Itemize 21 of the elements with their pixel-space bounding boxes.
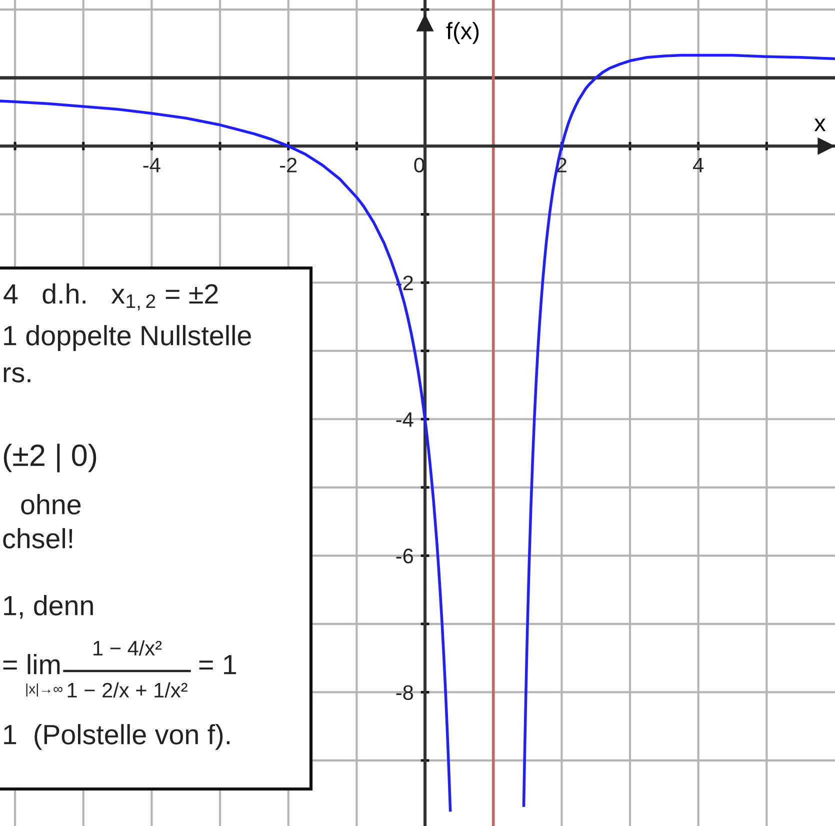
annotation: 1 − 2/x + 1/x² bbox=[68, 682, 188, 698]
annotation: (±2 | 0) bbox=[4, 444, 96, 472]
x-axis-title: x bbox=[814, 118, 826, 132]
x-tick-label: 4 bbox=[693, 158, 704, 172]
annotation: = lim bbox=[3, 654, 60, 674]
y-tick-label: -6 bbox=[396, 548, 413, 564]
annotation: 1, denn bbox=[4, 595, 93, 619]
annotation: chsel! bbox=[3, 528, 72, 548]
annotation: 1 (Polstelle von f). bbox=[4, 724, 230, 750]
annotation: rs. bbox=[4, 367, 30, 382]
x-tick-label: -2 bbox=[280, 158, 297, 172]
annotation: |x|→∞ bbox=[26, 683, 62, 697]
annotation: 4 d.h. x$_{1,2}$ = ±2 bbox=[4, 283, 218, 310]
y-tick-label: -8 bbox=[396, 685, 413, 700]
y-tick-label: -4 bbox=[396, 412, 414, 427]
annotation: 1 − 4/x² bbox=[94, 640, 162, 656]
annotation: 1 doppelte Nullstelle bbox=[4, 325, 251, 351]
annotation: ohne bbox=[21, 494, 81, 514]
x-tick-label: -4 bbox=[143, 158, 160, 172]
y-axis-title: f(x) bbox=[446, 22, 479, 44]
annotation: = 1 bbox=[199, 655, 236, 674]
